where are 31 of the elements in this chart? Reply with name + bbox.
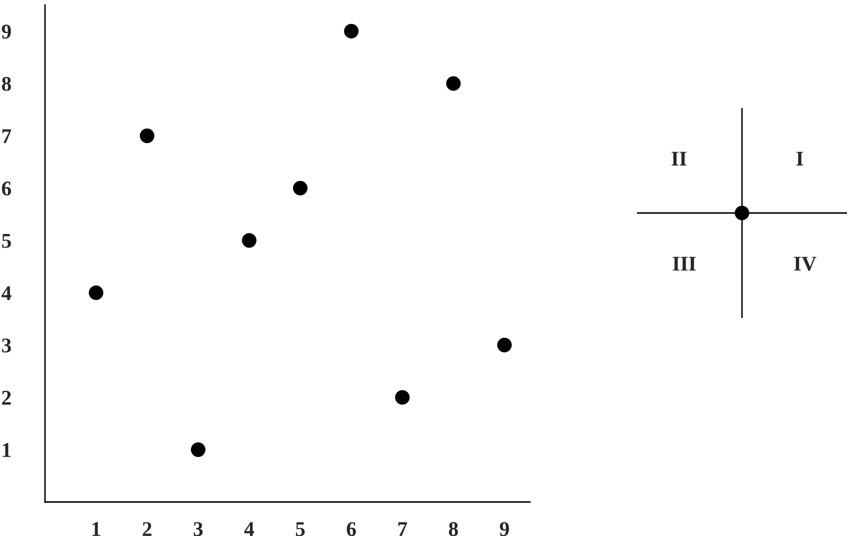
y-tick-label: 5: [2, 234, 11, 248]
point: [446, 76, 461, 91]
y-tick-label: 6: [2, 182, 12, 196]
x-tick-label: 2: [142, 522, 152, 536]
y-tick-label: 4: [2, 286, 12, 300]
point: [88, 285, 104, 300]
y-tick-label: 3: [2, 338, 11, 352]
text: II: [672, 152, 686, 166]
point: [140, 128, 154, 144]
text: IV: [794, 256, 816, 271]
point: [395, 390, 410, 405]
text: I: [796, 152, 804, 166]
y-tick-label: 2: [2, 390, 11, 405]
y-tick-label: 7: [2, 129, 12, 144]
x-tick-label: 6: [346, 522, 356, 536]
x-tick-label: 4: [244, 522, 254, 536]
x-tick-label: 5: [296, 522, 305, 536]
x-tick-label: 7: [398, 522, 408, 536]
point: [344, 24, 359, 38]
point: [292, 180, 308, 196]
point: [190, 442, 206, 457]
point: [497, 338, 512, 352]
x-tick-label: 9: [500, 522, 509, 536]
y-tick-label: 9: [2, 24, 11, 39]
x-tick-label: 3: [194, 522, 203, 536]
y-tick-label: 1: [2, 443, 11, 457]
text: III: [672, 256, 696, 271]
point: [242, 233, 256, 248]
y-tick-label: 8: [2, 76, 11, 91]
x-tick-label: 1: [92, 522, 100, 536]
x-tick-label: 8: [448, 522, 458, 536]
